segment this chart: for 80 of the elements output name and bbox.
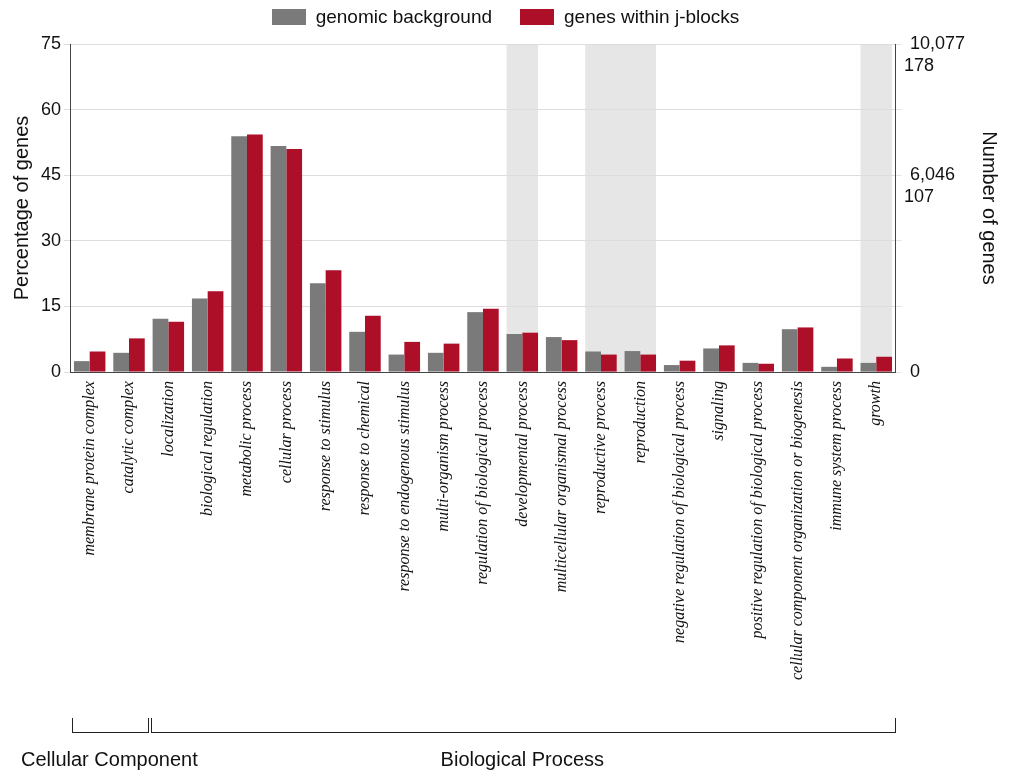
bar (836, 358, 853, 372)
bar (309, 283, 326, 372)
y-tick-label: 15 (40, 295, 62, 316)
x-tick-label: metabolic process (237, 381, 256, 497)
bar (506, 334, 523, 372)
legend-label: genes within j-blocks (564, 6, 740, 27)
y2-tick-label: 10,077 (909, 32, 966, 53)
bar (113, 352, 130, 372)
y-tick-label: 0 (51, 361, 62, 382)
bar (600, 354, 617, 372)
bar (286, 148, 303, 372)
y2-axis-title: Number of genes (979, 131, 1002, 285)
x-tick-label: regulation of biological process (473, 381, 492, 585)
bar (522, 332, 539, 372)
bar (679, 360, 696, 372)
y-axis-title: Percentage of genes (9, 115, 32, 301)
text: Cellular Component (20, 748, 198, 771)
y-tick-label: 30 (40, 229, 62, 250)
x-tick-label: negative regulation of biological process (669, 381, 688, 643)
y-tick-label: 60 (40, 98, 62, 119)
x-tick-label: immune system process (827, 381, 846, 531)
x-tick-label: localization (158, 381, 176, 457)
bar (624, 351, 641, 372)
x-tick-label: positive regulation of biological process (748, 381, 767, 640)
bar (821, 366, 837, 372)
bar (797, 327, 814, 372)
bar (876, 356, 893, 372)
bar (404, 341, 421, 372)
bar (270, 145, 287, 372)
x-tick-label: multicellular organismal process (551, 381, 570, 593)
bar (364, 315, 381, 372)
x-tick-label: cellular process (276, 381, 295, 484)
bar (349, 331, 365, 372)
bar (585, 351, 601, 372)
bar (860, 362, 877, 372)
bar (231, 136, 248, 372)
bar (561, 340, 578, 372)
x-tick-label: signaling (709, 381, 728, 441)
x-tick-label: biological regulation (197, 381, 216, 517)
y-tick-label: 75 (40, 32, 62, 53)
bar (758, 363, 775, 372)
x-tick-label: developmental process (512, 381, 531, 527)
x-tick-label: cellular component organization or biogenesis (787, 381, 806, 680)
y3-tick-label: 107 (903, 185, 934, 206)
y2-tick-label: 0 (909, 361, 920, 382)
x-tick-label: response to stimulus (315, 381, 334, 512)
bar (742, 362, 759, 372)
y2-tick-label: 6,046 (909, 164, 955, 185)
x-tick-label: reproductive process (591, 381, 610, 514)
bar (482, 308, 499, 372)
bar (73, 361, 90, 372)
x-tick-label: membrane protein complex (79, 381, 98, 556)
bar (663, 365, 680, 372)
x-tick-label: response to endogenous stimulus (394, 381, 413, 592)
bar (207, 291, 224, 372)
y-tick-label: 45 (40, 164, 62, 185)
bar (129, 338, 145, 372)
y3-tick-label: 178 (903, 54, 934, 75)
bar (640, 354, 657, 372)
bar (443, 343, 460, 372)
text: Biological Process (440, 748, 605, 771)
bar (427, 352, 444, 372)
bar (703, 348, 719, 372)
bar (168, 321, 185, 372)
bar (89, 351, 106, 372)
bar (191, 298, 208, 372)
x-tick-label: catalytic complex (119, 381, 138, 494)
x-tick-label: multi-organism process (433, 381, 452, 532)
bar (152, 318, 169, 372)
bar (325, 270, 342, 372)
x-tick-label: growth (866, 381, 885, 426)
bar (545, 337, 562, 372)
legend-label: genomic background (315, 6, 493, 27)
bar (718, 345, 735, 372)
bar (247, 134, 263, 372)
bar (388, 354, 405, 372)
bar (467, 312, 483, 372)
x-tick-label: response to chemical (355, 380, 374, 516)
x-tick-label: reproduction (630, 381, 649, 464)
bar (781, 329, 798, 372)
